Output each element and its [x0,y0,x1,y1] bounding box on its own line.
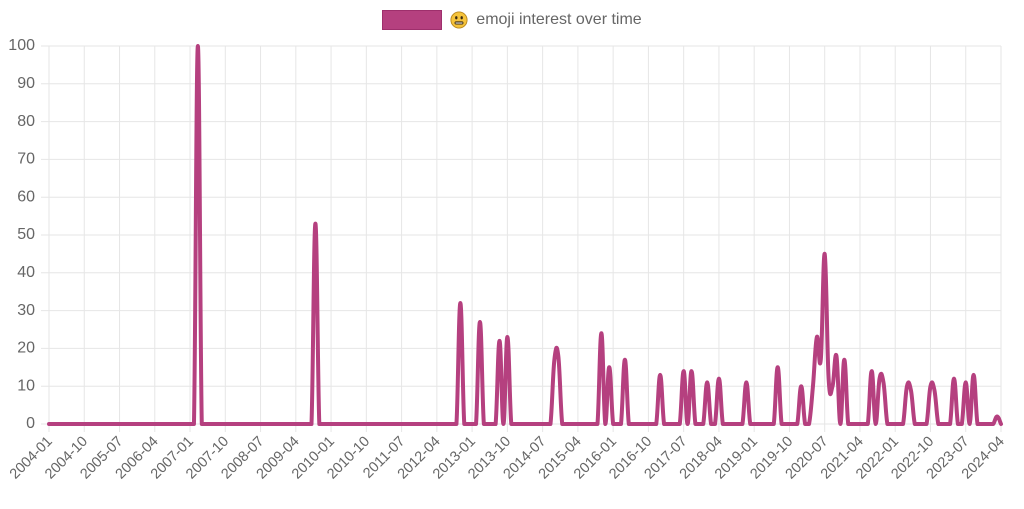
y-tick-label: 10 [17,377,35,394]
neutral-face-emoji-icon [450,11,468,29]
y-axis: 0 10 20 30 40 50 60 70 80 90 100 [8,37,35,432]
chart-legend[interactable]: emoji interest over time [0,10,1024,30]
y-tick-label: 90 [17,75,35,92]
y-tick-label: 0 [26,415,35,432]
y-tick-label: 20 [17,340,35,357]
y-tick-label: 100 [8,37,35,54]
legend-label: emoji interest over time [476,11,642,28]
y-tick-label: 40 [17,264,35,281]
y-tick-label: 30 [17,302,35,319]
legend-color-swatch[interactable] [382,10,443,30]
y-tick-label: 50 [17,226,35,243]
chart-grid [41,45,1002,432]
y-tick-label: 80 [17,113,35,130]
x-axis: 2004-012004-102005-072006-042007-012007-… [7,434,1008,483]
y-tick-label: 60 [17,188,35,205]
series-line[interactable] [47,44,1003,426]
y-tick-label: 70 [17,151,35,168]
